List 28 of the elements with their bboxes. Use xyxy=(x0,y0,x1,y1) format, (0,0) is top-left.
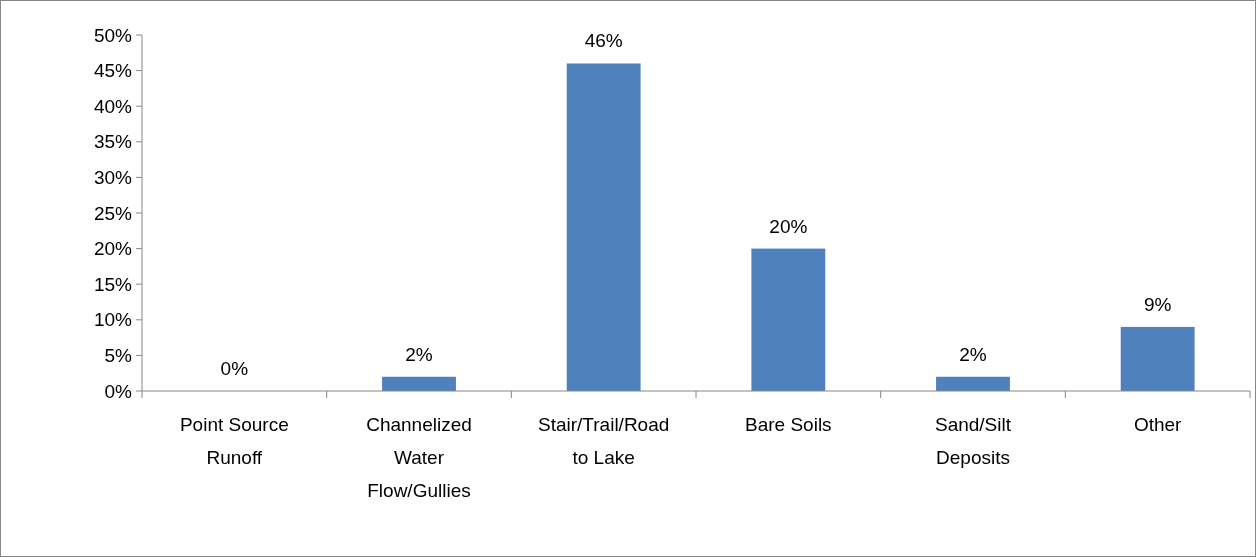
data-label: 46% xyxy=(584,30,623,52)
x-tick-label: Other xyxy=(1133,414,1183,435)
y-tick-label: 35% xyxy=(93,131,133,153)
y-tick-label: 45% xyxy=(93,60,133,82)
x-tick-label: Sand/Silt Deposits xyxy=(934,414,1012,468)
x-tick-label: Channelized Water Flow/Gullies xyxy=(366,414,472,501)
bar xyxy=(751,248,826,391)
y-tick-label: 5% xyxy=(104,345,133,367)
y-tick-label: 15% xyxy=(93,273,133,295)
y-tick-label: 20% xyxy=(93,238,133,260)
y-tick-label: 10% xyxy=(93,309,133,331)
data-label: 9% xyxy=(1143,293,1172,315)
y-tick-label: 30% xyxy=(93,167,133,189)
bar xyxy=(566,63,641,391)
y-tick-label: 50% xyxy=(93,24,133,46)
y-tick-label: 25% xyxy=(93,202,133,224)
x-tick-label: Stair/Trail/Road to Lake xyxy=(538,414,670,468)
bar xyxy=(936,376,1010,391)
bar xyxy=(1120,326,1195,391)
y-tick-label: 0% xyxy=(104,380,133,402)
x-tick-label: Bare Soils xyxy=(745,414,832,435)
data-label: 20% xyxy=(769,215,808,237)
x-tick-label: Point Source Runoff xyxy=(179,414,289,468)
data-label: 2% xyxy=(959,343,987,365)
data-label: 0% xyxy=(220,358,249,379)
data-label: 2% xyxy=(405,343,433,365)
y-tick-label: 40% xyxy=(93,95,133,117)
bar xyxy=(382,376,456,391)
